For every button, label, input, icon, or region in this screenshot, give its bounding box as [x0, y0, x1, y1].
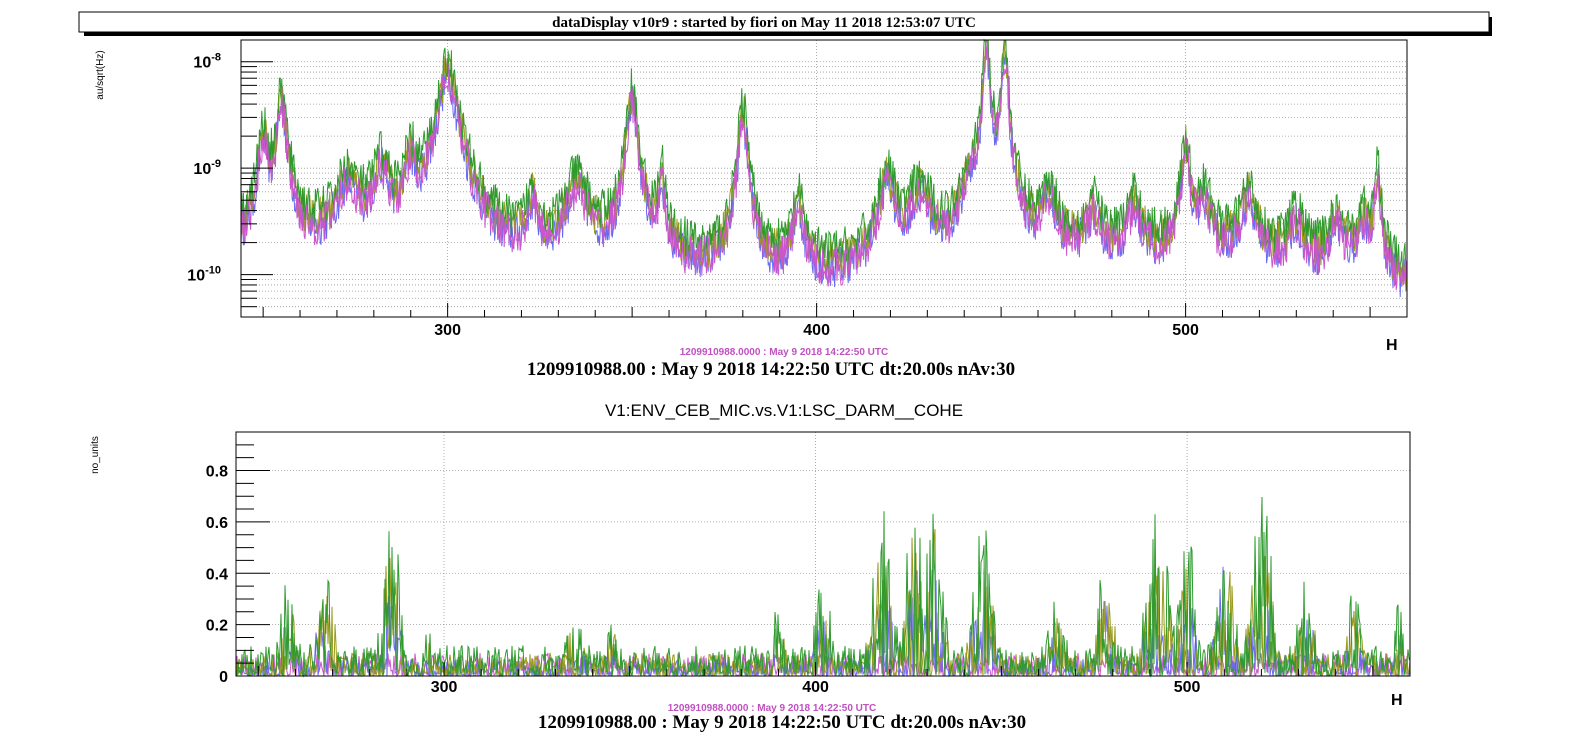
banner-box — [78, 11, 1490, 33]
bottom-traces — [235, 496, 1411, 678]
top-ylabel: au/sqrt(Hz) — [95, 50, 106, 99]
bottom-frame — [235, 431, 1411, 677]
top-grid — [241, 40, 1407, 318]
bottom-subtitle: 1209910988.00 : May 9 2018 14:22:50 UTC … — [538, 712, 1026, 733]
top-subtitle: 1209910988.00 : May 9 2018 14:22:50 UTC … — [527, 359, 1015, 380]
bottom-trace-olive — [235, 529, 1411, 678]
bottom-xtick-label: 500 — [1174, 679, 1201, 696]
top-xtick-label: 300 — [434, 322, 461, 339]
top-xtick-label: 500 — [1172, 322, 1199, 339]
bottom-ticks: 300 400 500 0 0.2 0.4 0.6 0.8 — [206, 444, 1411, 696]
bottom-ylabel: no_units — [90, 436, 101, 474]
top-traces — [240, 38, 1408, 298]
top-trace-green — [240, 38, 1408, 277]
bottom-panel: V1:ENV_CEB_MIC.vs.V1:LSC_DARM__COHE 300 4… — [90, 401, 1411, 733]
top-stamp: 1209910988.0000 : May 9 2018 14:22:50 UT… — [680, 347, 888, 358]
bottom-xlabel: H — [1391, 692, 1403, 709]
bottom-xtick-label: 400 — [802, 679, 829, 696]
top-ytick-label: 10-8 — [193, 52, 221, 72]
bottom-stamp: 1209910988.0000 : May 9 2018 14:22:50 UT… — [668, 703, 876, 714]
bottom-xtick-label: 300 — [431, 679, 458, 696]
top-trace-magenta — [240, 39, 1408, 290]
bottom-trace-green — [235, 496, 1411, 678]
banner: dataDisplay v10r9 : started by fiori on … — [78, 11, 1492, 36]
bottom-ytick-label: 0.2 — [206, 618, 228, 635]
top-xlabel: H — [1386, 337, 1398, 354]
bottom-ytick-label: 0 — [219, 669, 228, 686]
bottom-ytick-label: 0.8 — [206, 464, 228, 481]
bottom-ytick-label: 0.4 — [206, 566, 228, 583]
top-panel: 300 400 500 10-10 10-9 10-8 au/sqrt(Hz) H 120… — [95, 38, 1408, 380]
bottom-grid — [236, 432, 1410, 676]
top-xtick-label: 400 — [803, 322, 830, 339]
banner-text: dataDisplay v10r9 : started by fiori on … — [552, 15, 976, 31]
top-frame — [240, 39, 1408, 318]
top-ytick-label: 10-9 — [193, 158, 221, 178]
top-ytick-label: 10-10 — [187, 265, 221, 285]
bottom-title: V1:ENV_CEB_MIC.vs.V1:LSC_DARM__COHE — [605, 401, 963, 420]
bottom-ytick-label: 0.6 — [206, 515, 228, 532]
